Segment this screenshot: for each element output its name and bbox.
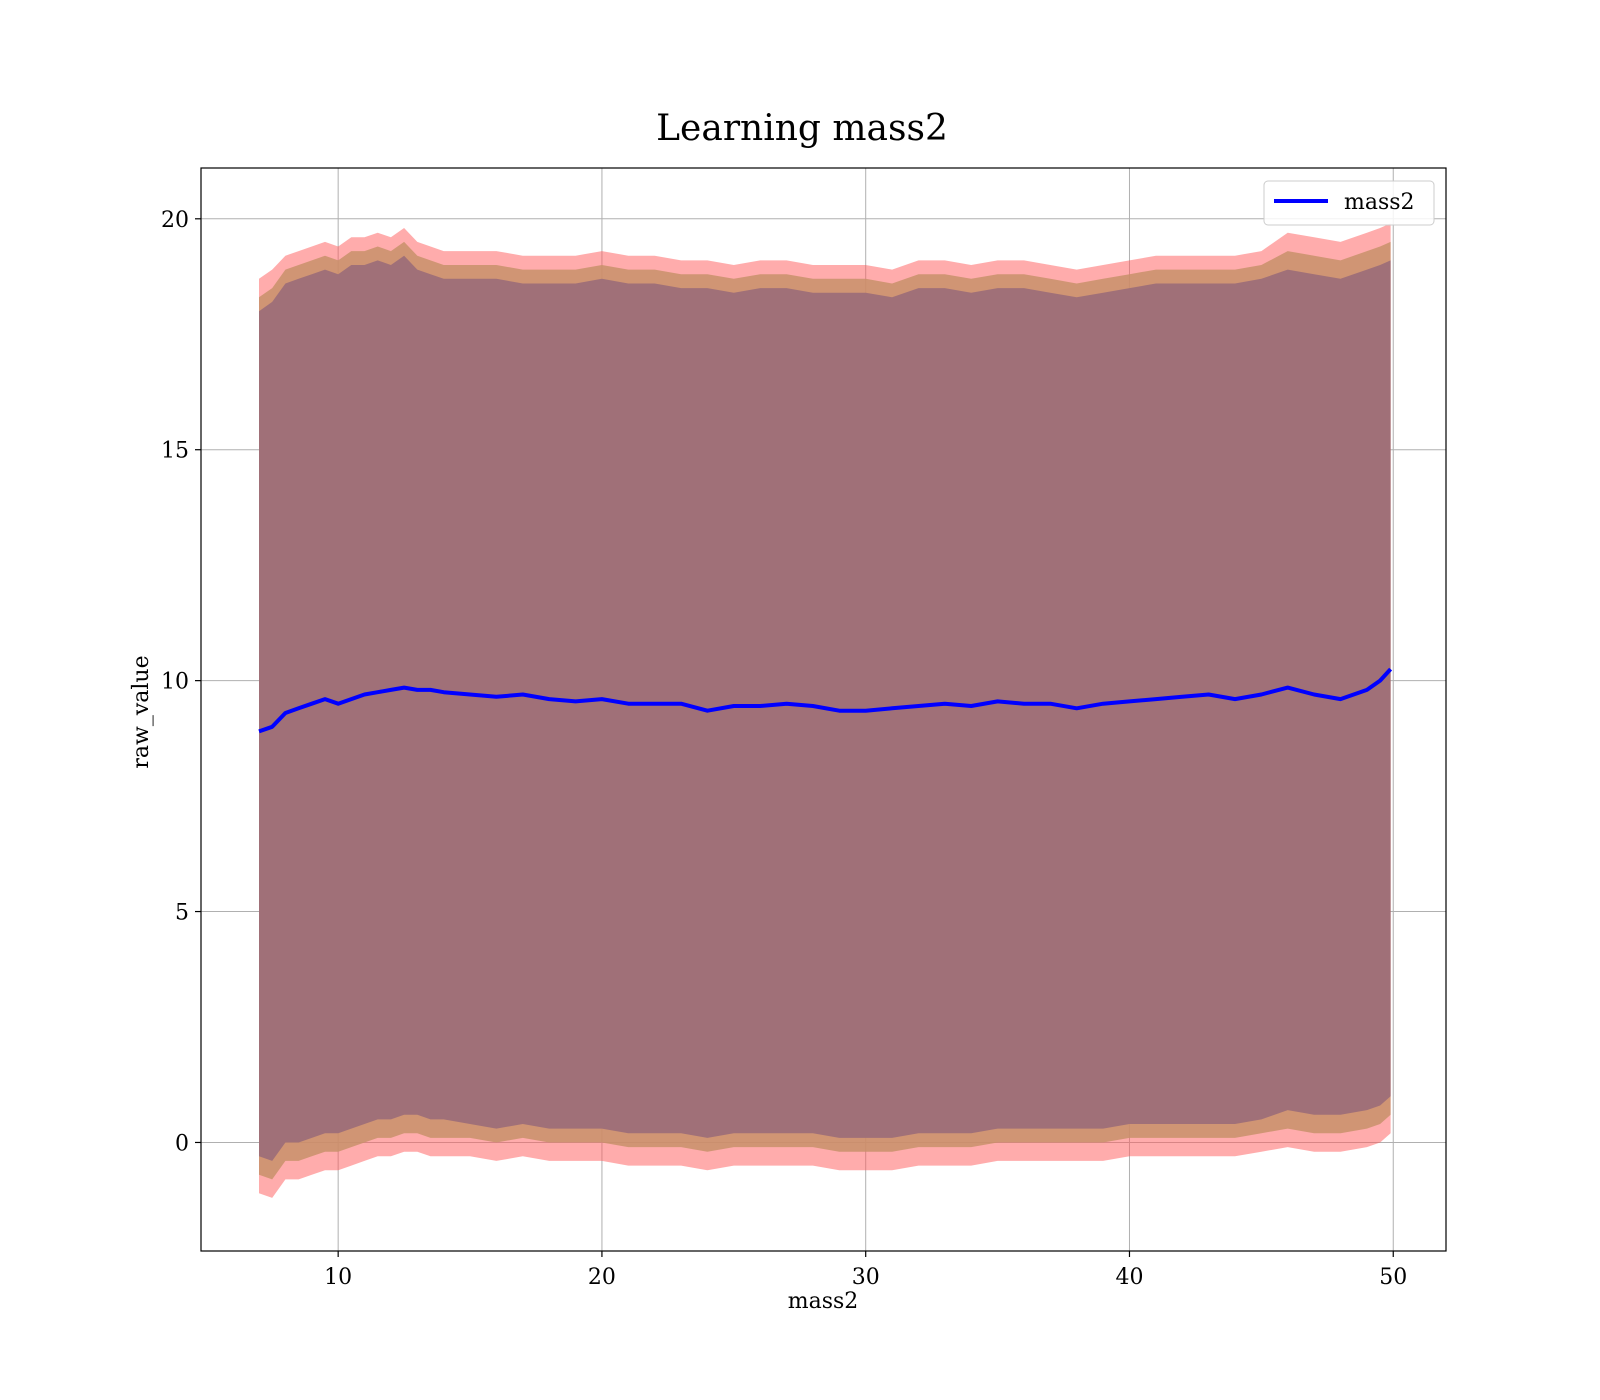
legend-label-mass2: mass2 — [1344, 190, 1415, 215]
x-axis-ticks: 10 20 30 40 50 — [324, 1251, 1407, 1290]
plot-frame — [200, 167, 1447, 1252]
chart-title: Learning mass2 — [656, 108, 948, 149]
y-axis-label: raw_value — [129, 655, 154, 768]
x-tick-label: 50 — [1379, 1265, 1407, 1290]
legend-box — [1263, 180, 1435, 226]
y-tick-label: 20 — [161, 208, 189, 233]
x-tick-label: 30 — [852, 1265, 880, 1290]
x-axis-label: mass2 — [788, 1289, 859, 1314]
y-tick-label: 0 — [175, 1131, 189, 1156]
y-tick-label: 10 — [161, 670, 189, 695]
y-tick-label: 5 — [175, 901, 189, 926]
y-axis-ticks: 0 5 10 15 20 — [161, 208, 201, 1156]
legend: mass2 — [1263, 180, 1435, 226]
x-tick-label: 40 — [1115, 1265, 1143, 1290]
x-tick-label: 20 — [588, 1265, 616, 1290]
series-line-mass2 — [258, 667, 1393, 734]
series-lines — [258, 667, 1393, 734]
confidence-bands — [259, 223, 1391, 1198]
x-tick-label: 10 — [324, 1265, 352, 1290]
y-tick-label: 15 — [161, 439, 189, 464]
